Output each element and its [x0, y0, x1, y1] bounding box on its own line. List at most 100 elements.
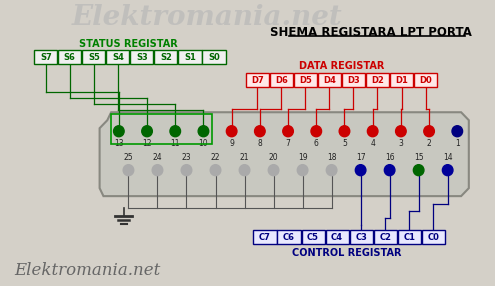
Text: C7: C7	[259, 233, 271, 242]
Text: 23: 23	[182, 153, 191, 162]
Circle shape	[339, 126, 350, 137]
Circle shape	[297, 165, 308, 176]
Text: S4: S4	[112, 53, 124, 62]
Circle shape	[452, 126, 462, 137]
Text: S5: S5	[88, 53, 100, 62]
Circle shape	[113, 126, 124, 137]
Bar	[111, 114, 212, 144]
Text: 16: 16	[385, 153, 395, 162]
FancyBboxPatch shape	[374, 230, 396, 244]
Text: CONTROL REGISTAR: CONTROL REGISTAR	[292, 248, 401, 258]
Text: D3: D3	[347, 76, 360, 85]
FancyBboxPatch shape	[82, 50, 105, 64]
Text: Elektromania.net: Elektromania.net	[14, 261, 160, 279]
FancyBboxPatch shape	[366, 73, 389, 87]
Text: 21: 21	[240, 153, 249, 162]
Text: 22: 22	[211, 153, 220, 162]
Circle shape	[355, 165, 366, 176]
Text: S3: S3	[136, 53, 148, 62]
Text: S6: S6	[64, 53, 76, 62]
Text: 3: 3	[398, 139, 403, 148]
Text: 2: 2	[427, 139, 432, 148]
Circle shape	[268, 165, 279, 176]
Text: Elektromania.net: Elektromania.net	[72, 4, 343, 31]
Text: 8: 8	[257, 139, 262, 148]
Text: 11: 11	[170, 139, 180, 148]
FancyBboxPatch shape	[318, 73, 341, 87]
Text: D0: D0	[419, 76, 432, 85]
FancyBboxPatch shape	[270, 73, 293, 87]
Text: 19: 19	[298, 153, 307, 162]
Text: SHEMA REGISTARA LPT PORTA: SHEMA REGISTARA LPT PORTA	[270, 26, 472, 39]
Text: D7: D7	[251, 76, 264, 85]
Text: S0: S0	[208, 53, 220, 62]
FancyBboxPatch shape	[349, 230, 373, 244]
FancyBboxPatch shape	[253, 230, 277, 244]
FancyBboxPatch shape	[58, 50, 81, 64]
Circle shape	[424, 126, 435, 137]
Text: D1: D1	[395, 76, 408, 85]
FancyBboxPatch shape	[422, 230, 445, 244]
FancyBboxPatch shape	[130, 50, 153, 64]
Text: C6: C6	[283, 233, 295, 242]
FancyBboxPatch shape	[390, 73, 413, 87]
Text: 17: 17	[356, 153, 365, 162]
Text: C5: C5	[307, 233, 319, 242]
FancyBboxPatch shape	[294, 73, 317, 87]
Circle shape	[367, 126, 378, 137]
Circle shape	[181, 165, 192, 176]
Text: 13: 13	[114, 139, 124, 148]
Text: 14: 14	[443, 153, 452, 162]
Circle shape	[198, 126, 209, 137]
Circle shape	[413, 165, 424, 176]
Polygon shape	[99, 112, 469, 196]
Text: 25: 25	[124, 153, 133, 162]
FancyBboxPatch shape	[342, 73, 365, 87]
Text: S2: S2	[160, 53, 172, 62]
Circle shape	[239, 165, 250, 176]
FancyBboxPatch shape	[278, 230, 300, 244]
Text: S7: S7	[40, 53, 51, 62]
FancyBboxPatch shape	[301, 230, 325, 244]
Circle shape	[311, 126, 322, 137]
Circle shape	[326, 165, 337, 176]
Text: STATUS REGISTAR: STATUS REGISTAR	[79, 39, 178, 49]
Text: 4: 4	[370, 139, 375, 148]
Text: 18: 18	[327, 153, 336, 162]
Text: C4: C4	[331, 233, 343, 242]
Text: 5: 5	[342, 139, 347, 148]
Text: 1: 1	[455, 139, 460, 148]
Text: S1: S1	[184, 53, 196, 62]
Text: 9: 9	[229, 139, 234, 148]
Circle shape	[210, 165, 221, 176]
Text: 15: 15	[414, 153, 423, 162]
FancyBboxPatch shape	[202, 50, 226, 64]
Text: D2: D2	[371, 76, 384, 85]
FancyBboxPatch shape	[34, 50, 57, 64]
Text: 20: 20	[269, 153, 278, 162]
FancyBboxPatch shape	[154, 50, 178, 64]
FancyBboxPatch shape	[246, 73, 269, 87]
Text: 24: 24	[152, 153, 162, 162]
Circle shape	[142, 126, 152, 137]
FancyBboxPatch shape	[414, 73, 437, 87]
Text: D5: D5	[299, 76, 312, 85]
Text: C0: C0	[427, 233, 439, 242]
Text: 7: 7	[286, 139, 291, 148]
Circle shape	[283, 126, 294, 137]
Circle shape	[384, 165, 395, 176]
Circle shape	[396, 126, 406, 137]
FancyBboxPatch shape	[106, 50, 129, 64]
Text: 6: 6	[314, 139, 319, 148]
FancyBboxPatch shape	[397, 230, 421, 244]
Circle shape	[170, 126, 181, 137]
Text: C2: C2	[379, 233, 391, 242]
Text: 10: 10	[198, 139, 208, 148]
Circle shape	[123, 165, 134, 176]
Text: C3: C3	[355, 233, 367, 242]
Circle shape	[152, 165, 163, 176]
FancyBboxPatch shape	[326, 230, 348, 244]
FancyBboxPatch shape	[179, 50, 201, 64]
Text: D4: D4	[323, 76, 336, 85]
Text: C1: C1	[403, 233, 415, 242]
